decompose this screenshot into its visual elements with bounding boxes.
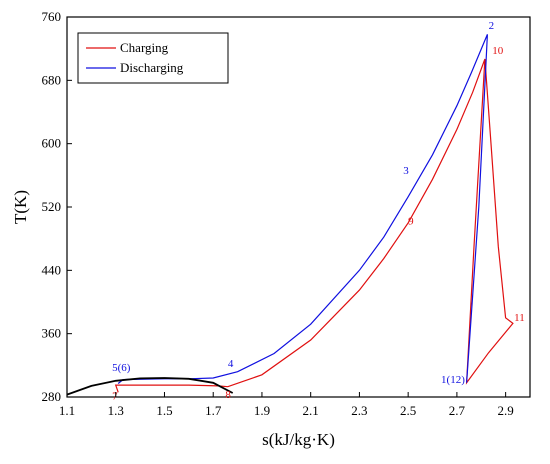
state-point-label: 4 [228,358,234,370]
annotation-layer: 2 10 3 9 11 1(12) 4 5(6) 7 8 [112,20,525,403]
y-tick-label: 600 [42,136,62,151]
state-point-label: 9 [408,215,414,227]
x-tick-label: 1.5 [156,403,172,418]
state-point-label: 5(6) [112,362,131,374]
legend-label: Charging [120,40,169,55]
x-tick-label: 2.7 [449,403,466,418]
state-point-label: 11 [514,312,525,324]
state-point-label: 1(12) [441,374,465,386]
x-tick-label: 1.9 [254,403,270,418]
legend-box [77,32,229,84]
x-tick-label: 2.1 [303,403,319,418]
y-tick-label: 680 [42,72,62,87]
axis-layer: 1.1 1.3 1.5 1.7 1.9 2.1 2.3 2.5 2.7 2.9 280 360 440 5… [42,9,514,418]
y-tick-label: 520 [42,199,62,214]
y-tick-label: 360 [42,326,62,341]
series-line-saturation-dome [66,377,234,396]
state-point-label: 7 [112,390,118,402]
x-tick-label: 1.7 [205,403,222,418]
y-tick-label: 440 [42,262,62,277]
y-tick-label: 280 [42,389,62,404]
y-axis-title: T(K) [11,190,30,224]
x-tick-label: 2.5 [400,403,416,418]
series-line-discharging [117,34,488,384]
y-tick-label: 760 [42,9,62,24]
legend: Charging Discharging [77,32,229,84]
series-line-charging [114,58,514,393]
series-layer [66,34,514,396]
x-tick-label: 1.3 [108,403,124,418]
state-point-label: 3 [403,165,409,177]
state-point-label: 2 [489,20,495,32]
x-tick-label: 2.9 [498,403,514,418]
x-tick-label: 1.1 [59,403,75,418]
state-point-label: 10 [492,45,504,57]
x-tick-label: 2.3 [351,403,367,418]
x-axis-title: s(kJ/kg·K) [262,430,335,449]
legend-label: Discharging [120,60,184,75]
state-point-label: 8 [225,389,231,401]
